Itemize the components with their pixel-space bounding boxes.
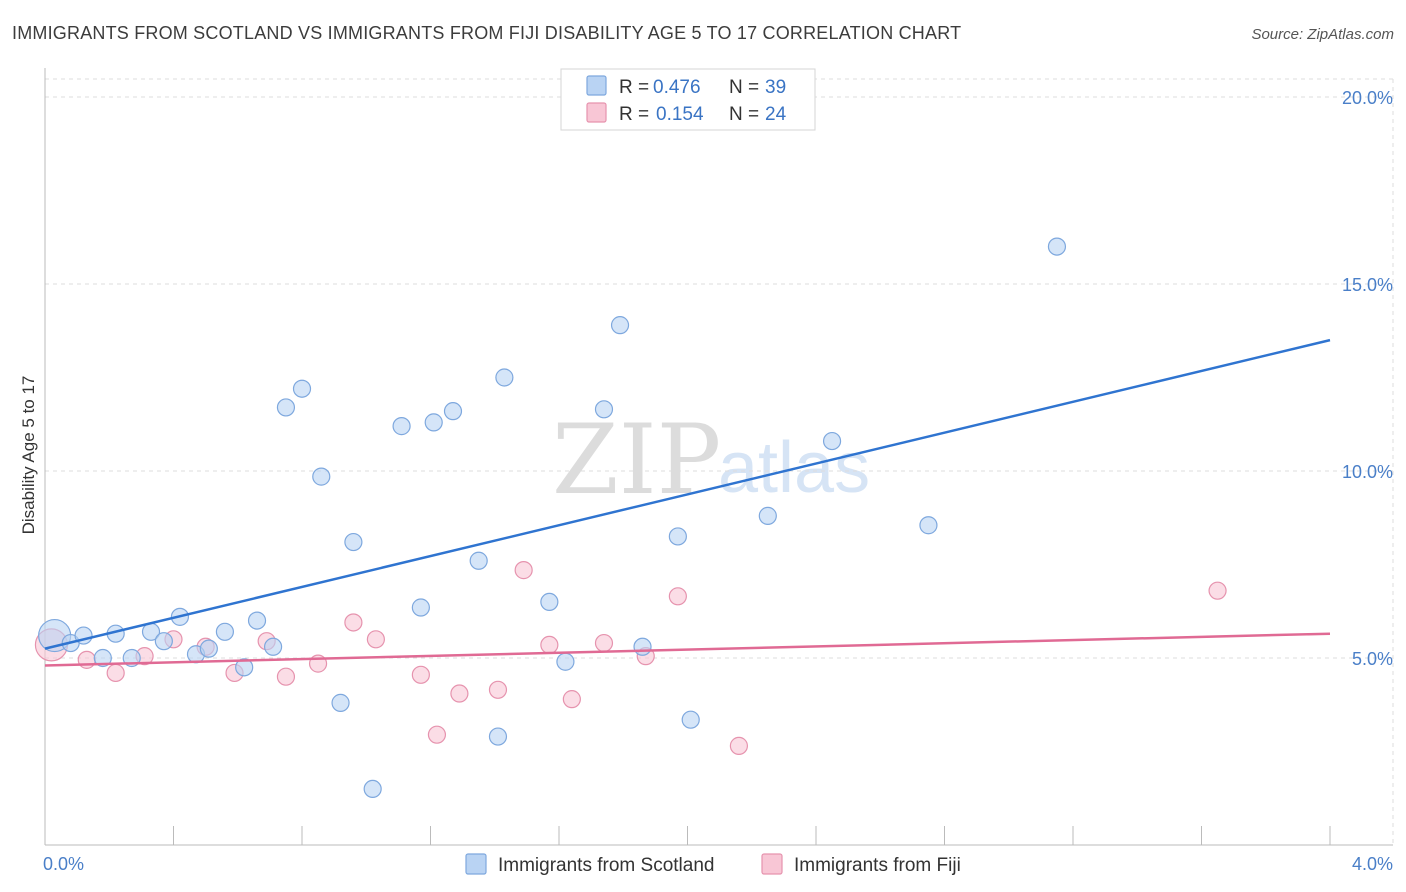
legend-n-value: 39 [765,77,786,98]
y-tick-label: 5.0% [1352,649,1393,669]
point-scotland [633,637,652,656]
point-fiji [668,587,687,606]
legend-swatch-fiji [586,102,607,123]
legend-swatch-scotland [586,75,607,96]
point-fiji [1208,581,1227,600]
legend: R = 0.476 N = 39 R = 0.154 N = 24 [560,68,816,131]
grid [45,78,1394,845]
x-tick-labels: 0.0% 4.0% [43,854,1393,874]
point-fiji [729,736,749,755]
y-tick-labels: 5.0% 10.0% 15.0% 20.0% [1342,88,1393,669]
point-scotland [1047,237,1067,256]
point-scotland [276,398,296,417]
axes [44,68,1393,846]
point-scotland [668,527,687,546]
point-scotland [758,506,777,525]
legend-row-fiji: R = 0.154 N = 24 [586,102,787,125]
point-fiji [411,665,430,684]
legend-r-label: R = [619,104,649,125]
legend-n-label: N = [729,77,759,98]
point-scotland [488,727,508,746]
point-scotland [292,379,312,398]
point-scotland [556,652,575,671]
y-tick-label: 20.0% [1342,88,1393,108]
point-scotland [247,611,267,630]
y-axis-label: Disability Age 5 to 17 [19,376,38,535]
point-scotland [919,516,938,535]
point-scotland [331,693,350,712]
bottom-legend-label-fiji: Immigrants from Fiji [794,855,961,876]
data-points [34,237,1227,799]
legend-r-value: 0.154 [656,104,704,125]
point-scotland [495,368,514,387]
point-scotland [344,532,363,552]
point-scotland [263,637,283,656]
point-scotland [93,648,112,668]
point-scotland [392,417,411,436]
legend-r-value: 0.476 [653,77,701,98]
bottom-legend: Immigrants from Scotland Immigrants from… [465,853,961,876]
point-fiji [562,690,581,709]
point-scotland [215,622,234,641]
point-scotland [822,431,842,451]
point-fiji [450,684,469,703]
point-fiji [540,635,559,655]
point-scotland [199,639,218,658]
point-scotland [681,710,700,729]
legend-row-scotland: R = 0.476 N = 39 [586,75,786,98]
point-fiji [594,633,614,653]
y-tick-label: 10.0% [1342,462,1393,482]
legend-r-label: R = [619,77,649,98]
point-fiji [514,561,533,580]
chart-source: Source: ZipAtlas.com [1251,26,1394,43]
point-scotland [235,658,254,677]
y-tick-label: 15.0% [1342,275,1393,295]
trendlines [44,338,1331,667]
watermark: ZIP atlas [552,404,870,516]
point-fiji [366,630,385,649]
bottom-legend-label-scotland: Immigrants from Scotland [498,855,714,876]
x-tick-label: 4.0% [1352,854,1393,874]
point-scotland [363,779,382,799]
trendline-scotland [44,338,1331,650]
point-fiji [106,663,125,683]
point-scotland [443,402,463,421]
point-scotland [312,467,331,486]
point-scotland [610,316,630,335]
bottom-legend-swatch-scotland [465,853,487,875]
trendline-fiji [44,632,1331,667]
point-scotland [469,551,488,570]
legend-n-value: 24 [765,104,787,125]
legend-n-label: N = [729,104,759,125]
point-fiji [344,613,363,632]
chart-title: IMMIGRANTS FROM SCOTLAND VS IMMIGRANTS F… [12,23,961,43]
point-scotland [154,632,173,651]
point-fiji [276,667,296,686]
point-scotland [424,413,443,432]
watermark-zip: ZIP [552,404,721,516]
point-fiji [427,725,447,744]
point-fiji [488,680,508,699]
point-scotland [594,400,614,419]
point-scotland [411,598,430,617]
x-tick-label: 0.0% [43,854,84,874]
point-scotland [540,592,559,612]
bottom-legend-swatch-fiji [761,853,783,875]
